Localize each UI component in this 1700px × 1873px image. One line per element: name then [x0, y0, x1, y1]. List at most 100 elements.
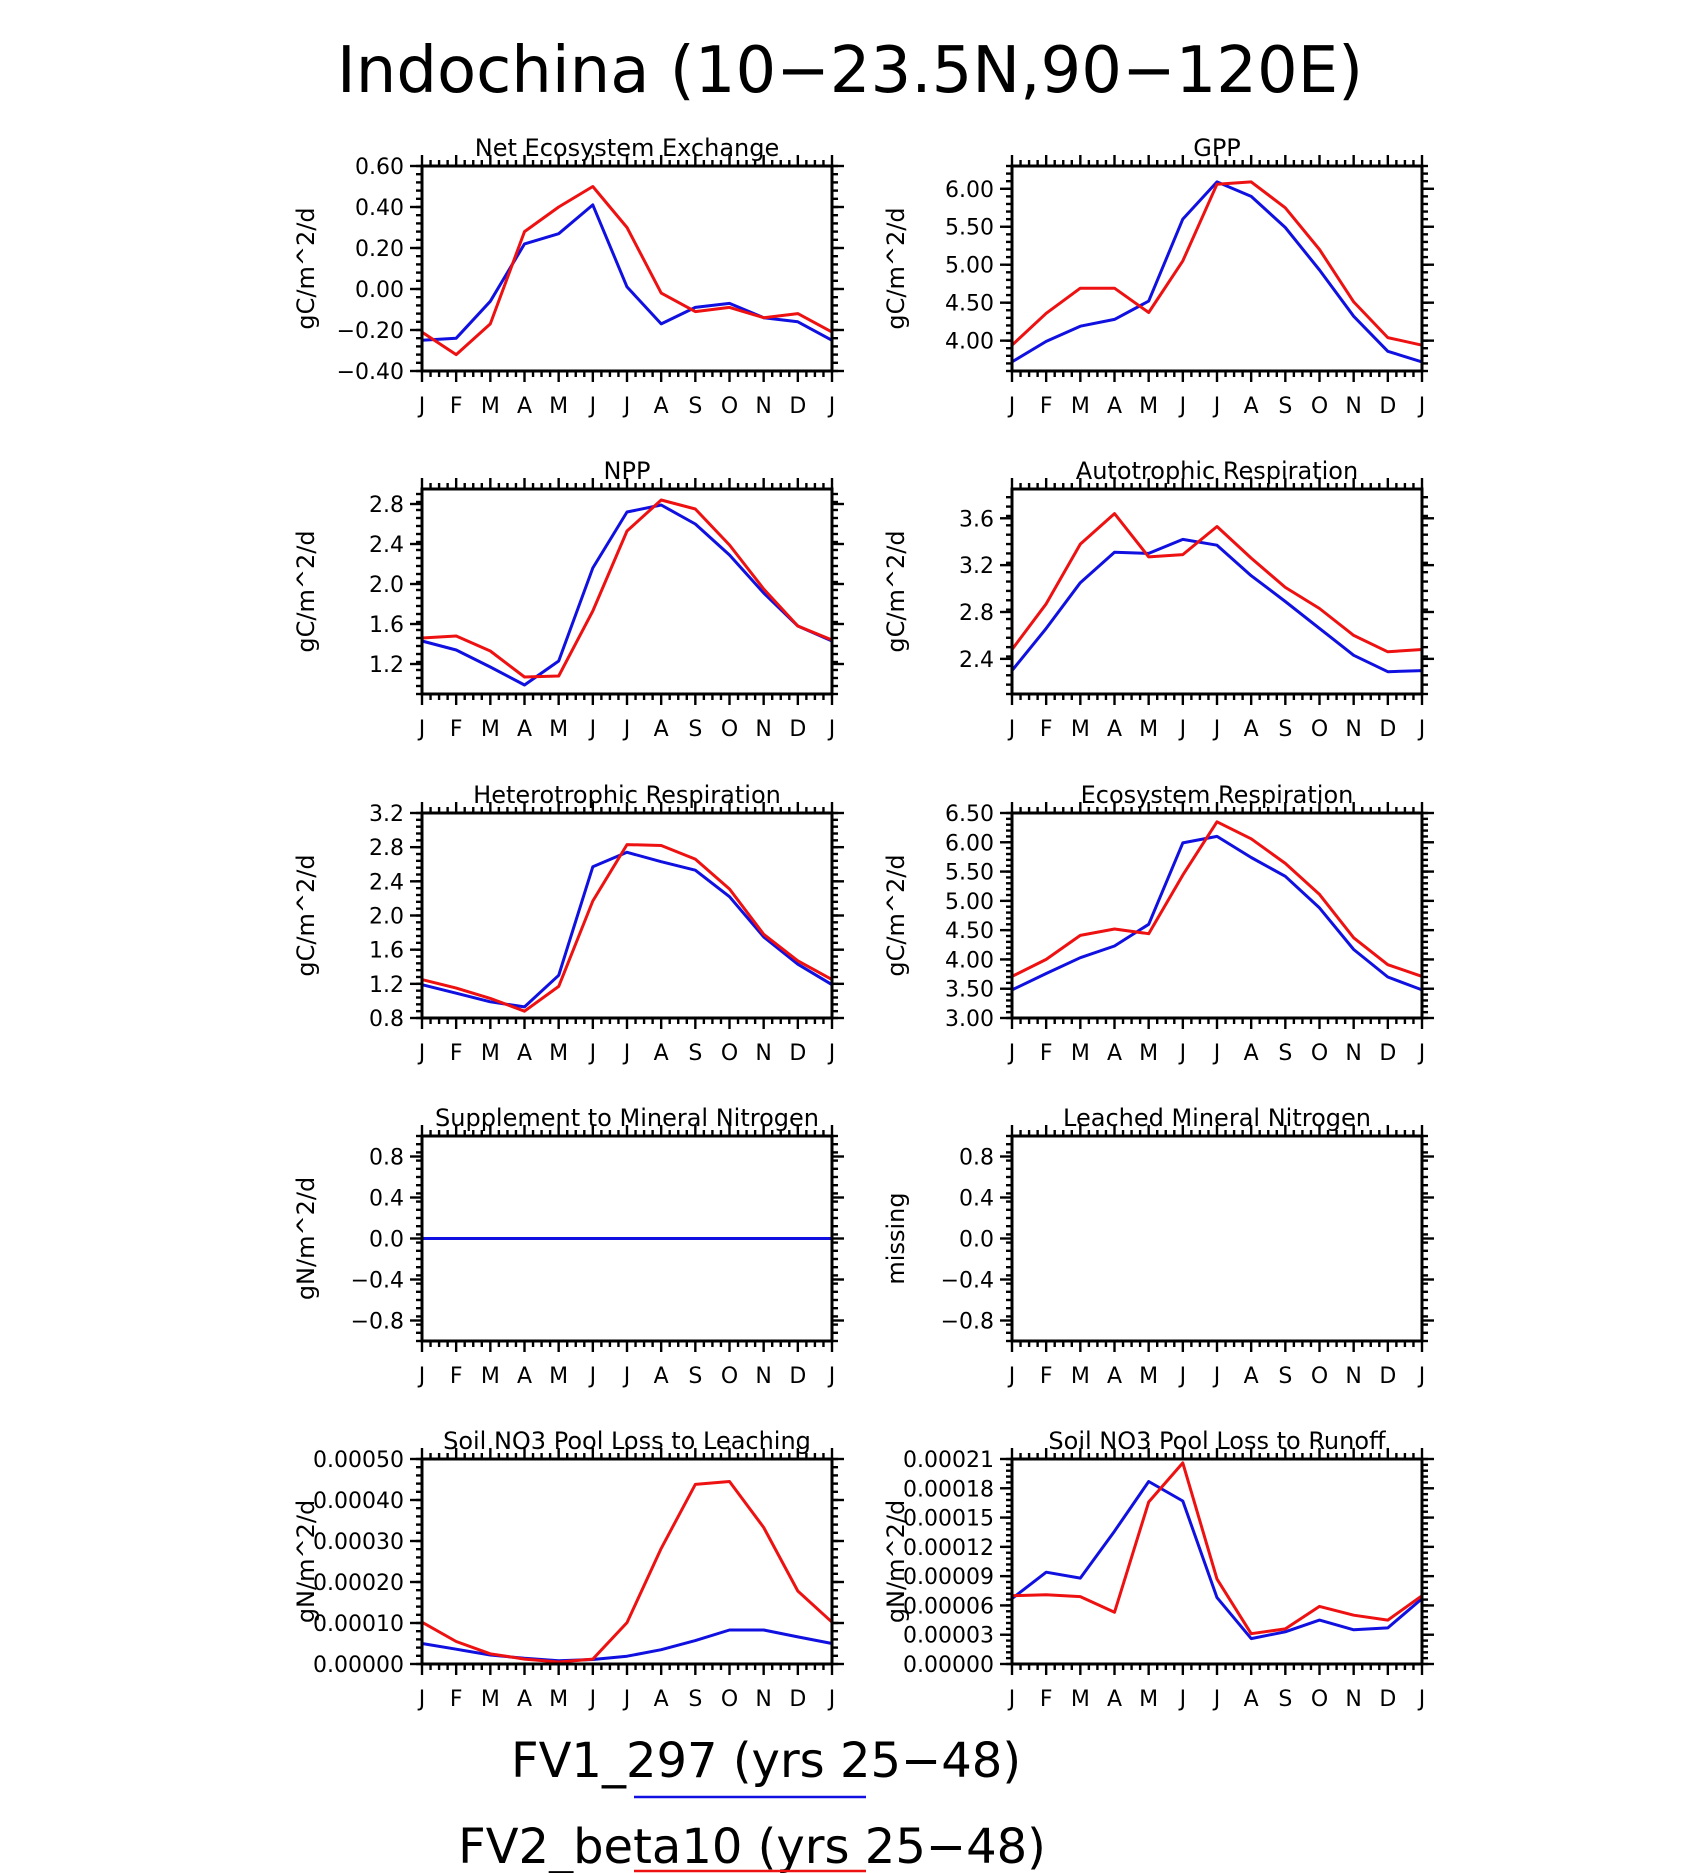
- y-tick-label: 2.4: [369, 870, 404, 895]
- x-tick-label: J: [1212, 394, 1221, 419]
- y-tick-label: 0.00010: [313, 1612, 404, 1637]
- x-tick-label: J: [622, 717, 631, 742]
- y-tick-label: 4.00: [945, 330, 994, 355]
- y-tick-label: 1.2: [369, 653, 404, 678]
- x-tick-label: J: [622, 1687, 631, 1712]
- plot-frame: [420, 164, 834, 373]
- y-tick-label: 0.00012: [903, 1536, 994, 1561]
- series-line-fv2: [1011, 1461, 1423, 1636]
- legend-label-fv1: FV1_297 (yrs 25−48): [511, 1733, 1021, 1789]
- y-tick-label: 0.4: [959, 1187, 994, 1212]
- y-tick-label: 2.8: [369, 493, 404, 518]
- series-line-fv2: [421, 185, 833, 357]
- y-tick-label: 3.2: [369, 802, 404, 827]
- y-tick-label: 5.00: [945, 890, 994, 915]
- y-axis-label: missing: [882, 1192, 910, 1284]
- y-tick-label: 0.00000: [903, 1653, 994, 1678]
- plot-frame: [1010, 164, 1424, 373]
- x-tick-label: J: [417, 1687, 426, 1712]
- x-tick-label: J: [1178, 1041, 1187, 1066]
- x-tick-label: J: [1417, 717, 1426, 742]
- x-tick-label: S: [1278, 1687, 1292, 1712]
- y-tick-label: −0.40: [337, 360, 404, 385]
- x-tick-label: J: [1417, 1687, 1426, 1712]
- x-tick-label: J: [588, 717, 597, 742]
- y-axis-label: gC/m^2/d: [292, 207, 320, 329]
- y-tick-label: 3.50: [945, 978, 994, 1003]
- y-tick-label: 2.8: [959, 601, 994, 626]
- x-tick-label: N: [755, 394, 771, 419]
- x-tick-label: J: [827, 1364, 836, 1389]
- x-tick-label: M: [1139, 1364, 1158, 1389]
- x-tick-label: O: [721, 1687, 738, 1712]
- x-tick-label: S: [1278, 394, 1292, 419]
- x-tick-label: D: [789, 1364, 806, 1389]
- y-tick-label: 4.50: [945, 919, 994, 944]
- y-tick-label: 0.0: [959, 1228, 994, 1253]
- y-tick-label: 5.00: [945, 254, 994, 279]
- x-tick-label: M: [549, 1687, 568, 1712]
- x-tick-label: F: [450, 1687, 463, 1712]
- x-tick-label: A: [517, 1687, 532, 1712]
- x-tick-label: A: [654, 394, 669, 419]
- x-tick-label: O: [1311, 717, 1328, 742]
- y-tick-label: 0.00009: [903, 1565, 994, 1590]
- y-tick-label: 1.6: [369, 613, 404, 638]
- plot-frame: [1010, 1457, 1424, 1666]
- legend: FV1_297 (yrs 25−48) FV2_beta10 (yrs 25−4…: [458, 1733, 1046, 1873]
- y-tick-label: 0.00050: [313, 1448, 404, 1473]
- x-tick-label: J: [622, 394, 631, 419]
- y-tick-label: 3.00: [945, 1007, 994, 1032]
- x-tick-label: S: [1278, 1041, 1292, 1066]
- legend-label-fv2: FV2_beta10 (yrs 25−48): [458, 1819, 1046, 1873]
- x-tick-label: M: [549, 717, 568, 742]
- x-tick-label: A: [654, 717, 669, 742]
- series-line-fv1: [421, 1628, 833, 1663]
- x-tick-label: J: [417, 1364, 426, 1389]
- x-tick-label: A: [1244, 1041, 1259, 1066]
- x-tick-label: J: [1212, 1687, 1221, 1712]
- x-tick-label: J: [622, 1041, 631, 1066]
- x-tick-label: N: [755, 717, 771, 742]
- y-tick-label: 0.40: [355, 196, 404, 221]
- x-tick-label: M: [481, 394, 500, 419]
- x-tick-label: D: [1379, 394, 1396, 419]
- y-tick-label: −0.8: [351, 1310, 404, 1335]
- x-tick-label: J: [1007, 717, 1016, 742]
- x-tick-label: M: [549, 1041, 568, 1066]
- y-axis-label: gC/m^2/d: [292, 854, 320, 976]
- x-tick-label: N: [1345, 717, 1361, 742]
- series-line-fv2: [1010, 512, 1423, 654]
- x-tick-label: N: [1345, 1364, 1361, 1389]
- x-tick-label: N: [755, 1687, 771, 1712]
- x-tick-label: J: [1007, 1687, 1016, 1712]
- x-tick-label: J: [1212, 1041, 1221, 1066]
- series-line-fv1: [1011, 834, 1423, 992]
- x-tick-label: S: [1278, 1364, 1292, 1389]
- x-tick-label: S: [688, 717, 702, 742]
- x-tick-label: A: [517, 717, 532, 742]
- x-tick-label: J: [1212, 1364, 1221, 1389]
- y-tick-label: 0.00003: [903, 1624, 994, 1649]
- y-axis-label: gC/m^2/d: [882, 854, 910, 976]
- y-tick-label: 6.00: [945, 178, 994, 203]
- x-tick-label: F: [1040, 394, 1053, 419]
- series-line-fv1: [421, 503, 833, 687]
- series-line-fv1: [1011, 1480, 1423, 1641]
- y-tick-label: 0.00040: [313, 1489, 404, 1514]
- x-tick-label: N: [755, 1041, 771, 1066]
- y-tick-label: 5.50: [945, 861, 994, 886]
- x-tick-label: A: [654, 1364, 669, 1389]
- x-tick-label: A: [654, 1687, 669, 1712]
- y-tick-label: −0.8: [941, 1310, 994, 1335]
- x-tick-label: A: [517, 394, 532, 419]
- x-tick-label: M: [481, 1041, 500, 1066]
- x-tick-label: A: [1107, 1041, 1122, 1066]
